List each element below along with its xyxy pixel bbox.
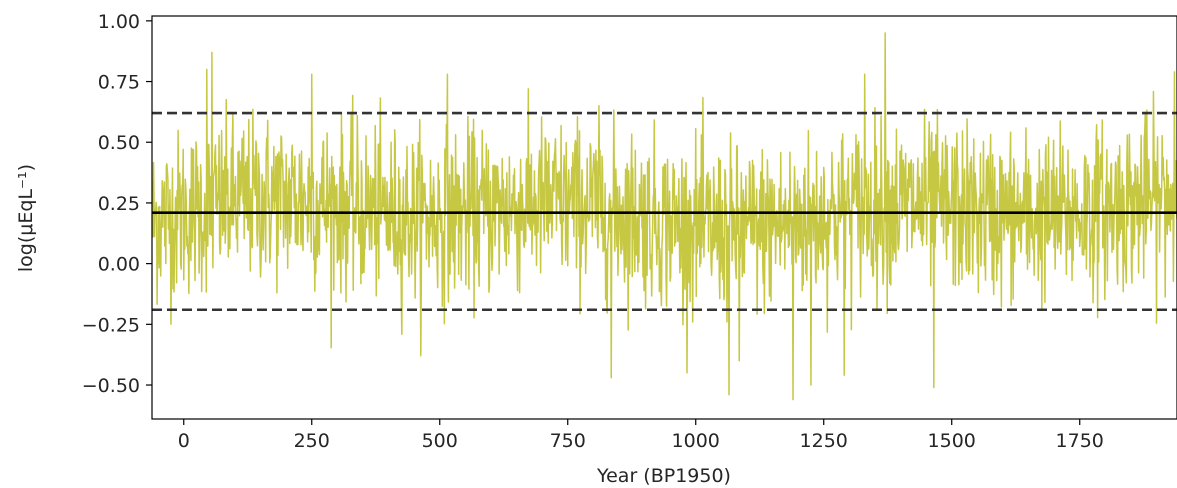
x-tick-label: 0	[178, 430, 190, 452]
y-tick-label: 0.50	[98, 132, 140, 154]
plot-frame	[151, 15, 1177, 420]
x-tick-label: 500	[422, 430, 458, 452]
x-tick-label: 1500	[928, 430, 976, 452]
series-line	[152, 32, 1177, 401]
y-tick-label: 0.00	[98, 254, 140, 276]
y-tick-label: −0.50	[82, 375, 140, 397]
x-axis-title: Year (BP1950)	[596, 465, 731, 487]
y-axis: 1.00 0.75 0.50 0.25 0.00 −0.25 −0.50	[82, 11, 152, 397]
x-tick-label: 250	[294, 430, 330, 452]
y-tick-label: 0.75	[98, 72, 140, 94]
y-axis-title: log(μEqL⁻¹)	[15, 164, 37, 272]
data-series-layer	[152, 32, 1177, 401]
y-tick-label: 0.25	[98, 193, 140, 215]
x-tick-label: 1250	[800, 430, 848, 452]
x-tick-label: 750	[550, 430, 586, 452]
y-tick-label: 1.00	[98, 11, 140, 33]
x-tick-label: 1000	[672, 430, 720, 452]
x-axis: 0 250 500 750 1000 1250 1500 1750	[178, 419, 1104, 452]
y-tick-label: −0.25	[82, 314, 140, 336]
reference-lines-layer	[152, 111, 1177, 312]
x-tick-label: 1750	[1056, 430, 1104, 452]
